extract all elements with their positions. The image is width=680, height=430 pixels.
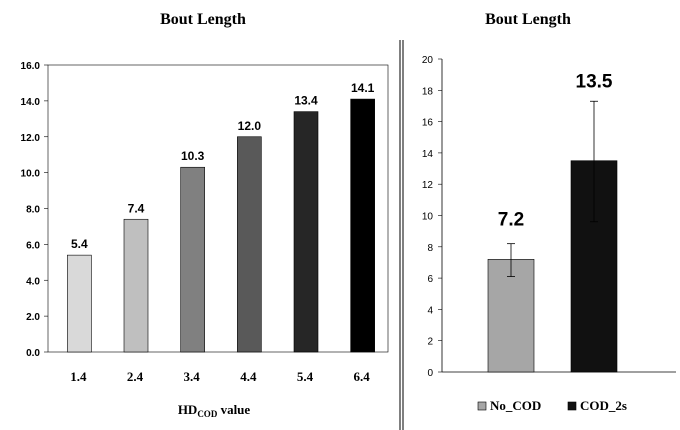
left-y-tick-label: 8.0: [26, 205, 40, 216]
left-y-tick-label: 0.0: [26, 348, 40, 359]
right-y-tick-label: 16: [422, 118, 434, 129]
left-bar: [350, 98, 375, 353]
left-bar-value-label: 5.4: [71, 237, 88, 251]
right-chart: Bout Length 0 2 4 6 8 10 12 14 16 18 20 7.2 13.5 No…: [422, 11, 676, 413]
left-category-label: 3.4: [184, 369, 201, 384]
left-bar-value-label: 10.3: [181, 149, 205, 163]
left-bar: [180, 166, 205, 353]
right-bar-value-label: 13.5: [576, 71, 613, 92]
legend-label: COD_2s: [580, 398, 627, 413]
left-plot-area: [47, 64, 389, 353]
right-y-tick-label: 18: [422, 86, 434, 97]
legend-swatch: [477, 401, 487, 411]
left-chart-title: Bout Length: [160, 11, 246, 28]
right-y-tick-label: 20: [422, 55, 434, 66]
left-y-tick-label: 10.0: [21, 169, 41, 180]
legend-swatch: [567, 401, 577, 411]
left-y-tick-label: 16.0: [21, 61, 41, 72]
left-bar: [123, 218, 149, 353]
legend-label: No_COD: [490, 398, 541, 413]
left-y-tick-label: 12.0: [21, 133, 41, 144]
left-category-label: 4.4: [240, 369, 257, 384]
left-y-tick-label: 4.0: [26, 276, 40, 287]
left-category-label: 2.4: [127, 369, 144, 384]
right-y-tick-label: 10: [422, 212, 434, 223]
left-category-label: 6.4: [354, 369, 371, 384]
left-y-tick-label: 6.0: [26, 240, 40, 251]
left-bar: [67, 254, 92, 353]
left-category-label: 1.4: [70, 369, 87, 384]
right-y-tick-label: 6: [427, 274, 433, 285]
right-bar: [487, 259, 535, 373]
left-bar-value-label: 12.0: [238, 119, 262, 133]
left-chart: Bout Length 0.0 2.0 4.0 6.0 8.0 10.0 12.0 14.0 1…: [21, 11, 389, 419]
right-y-tick-label: 4: [427, 305, 433, 316]
left-bar-value-label: 7.4: [128, 201, 145, 215]
right-bar-value-label: 7.2: [498, 210, 524, 231]
left-bar-value-label: 13.4: [294, 94, 318, 108]
right-y-tick-label: 2: [427, 337, 433, 348]
left-bar: [237, 136, 262, 353]
left-bar-value-label: 14.1: [351, 81, 375, 95]
right-y-tick-label: 12: [422, 180, 434, 191]
left-bar: [293, 111, 319, 353]
right-y-tick-label: 14: [422, 149, 434, 160]
right-y-tick-label: 8: [427, 243, 433, 254]
left-y-tick-label: 14.0: [21, 97, 41, 108]
left-y-tick-label: 2.0: [26, 312, 40, 323]
left-category-label: 5.4: [297, 369, 314, 384]
left-x-axis-label: HDCOD value: [178, 402, 251, 419]
right-y-tick-label: 0: [427, 368, 433, 379]
right-chart-title: Bout Length: [485, 11, 571, 28]
